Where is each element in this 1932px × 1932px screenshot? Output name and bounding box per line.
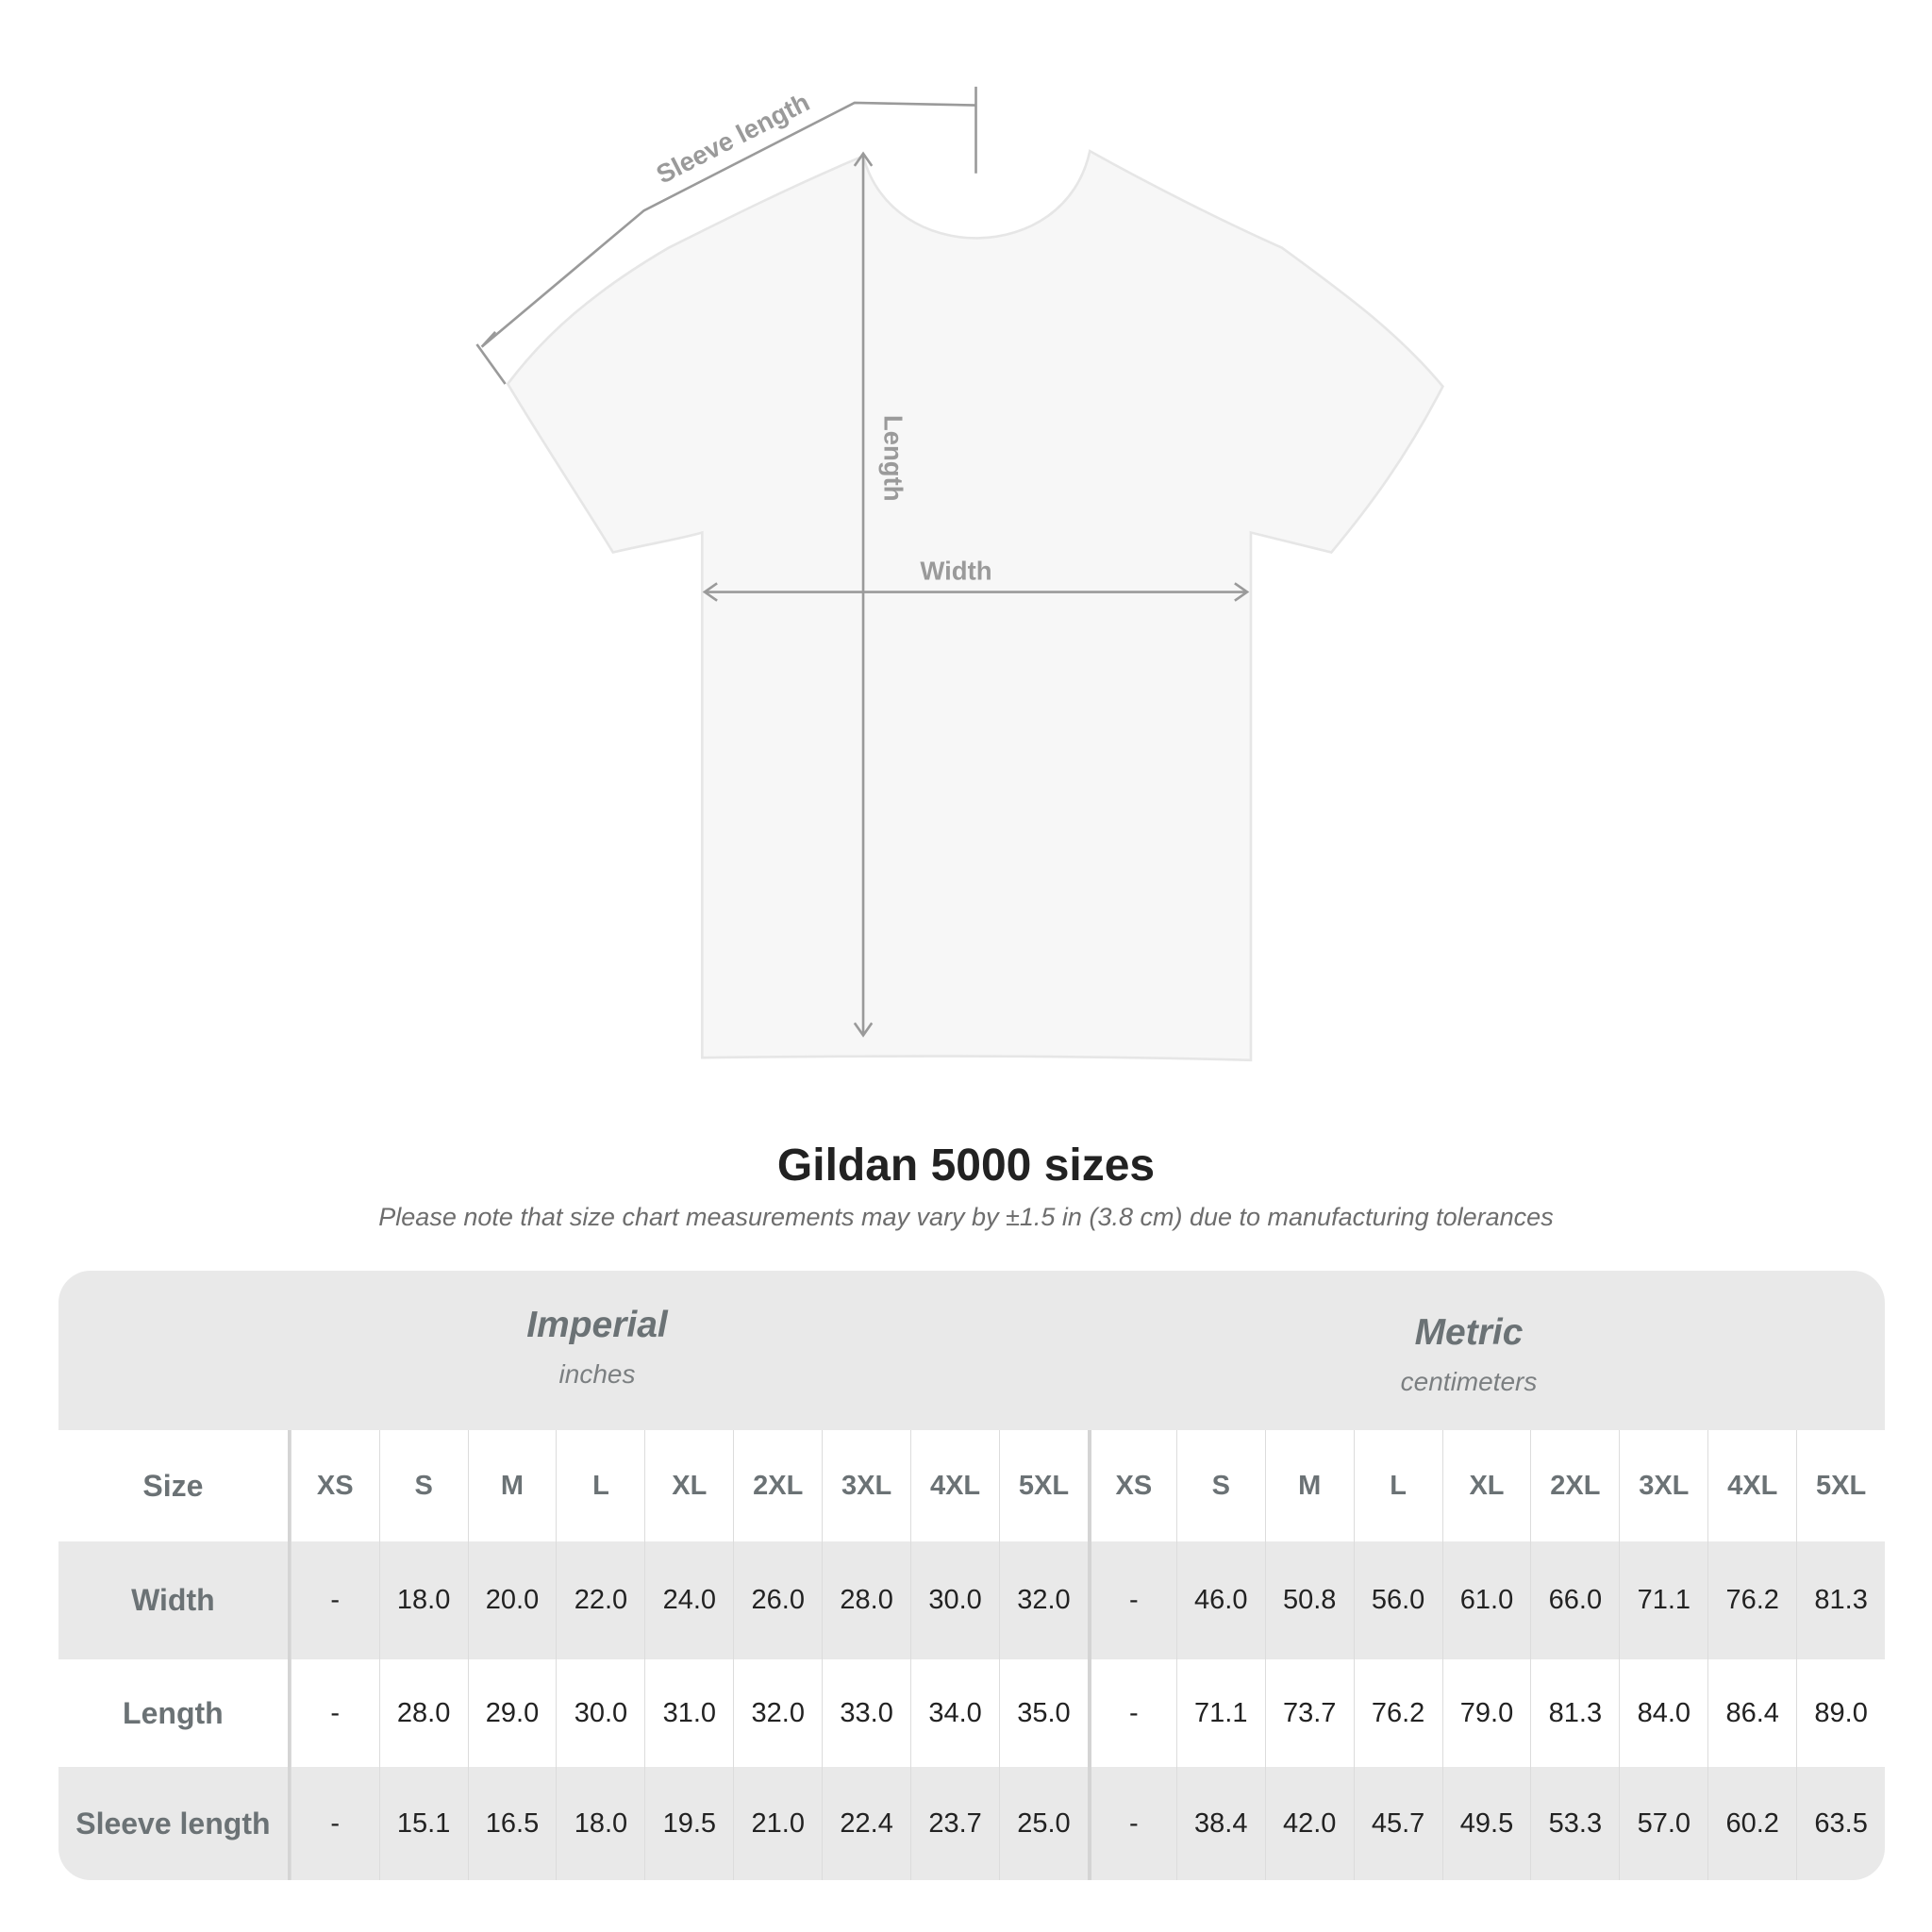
imperial-value-cell: 18.0 [556,1767,644,1880]
metric-size-3XL: 3XL [1619,1430,1707,1541]
metric-value-cell: 86.4 [1707,1659,1796,1767]
metric-value-cell: - [1087,1659,1176,1767]
metric-unit: centimeters [1400,1367,1538,1396]
metric-value-cell: 56.0 [1353,1541,1442,1659]
metric-value-cell: 89.0 [1796,1659,1885,1767]
metric-value-cell: 71.1 [1619,1541,1707,1659]
metric-value-cell: 49.5 [1441,1767,1531,1880]
tshirt-diagram: Sleeve length Length Width [475,86,1445,1062]
imperial-value-cell: 18.0 [378,1541,468,1659]
imperial-value-cell: - [290,1541,379,1659]
row-label: Length [58,1659,291,1767]
imperial-value-cell: 16.5 [467,1767,557,1880]
metric-value-cell: 79.0 [1441,1659,1531,1767]
metric-value-cell: 57.0 [1619,1767,1707,1880]
imperial-value-cell: 22.0 [556,1541,644,1659]
imperial-size-2XL: 2XL [733,1430,822,1541]
metric-value-cell: 66.0 [1530,1541,1619,1659]
imperial-value-cell: 28.0 [822,1541,910,1659]
metric-value-cell: 50.8 [1264,1541,1354,1659]
tolerance-note: Please note that size chart measurements… [378,1203,1554,1231]
metric-value-cell: 84.0 [1619,1659,1707,1767]
metric-value-cell: 81.3 [1530,1659,1619,1767]
imperial-value-cell: 21.0 [733,1767,822,1880]
imperial-header: Imperial inches [314,1305,880,1390]
metric-value-cell: 73.7 [1264,1659,1354,1767]
table-row-length: Length -28.0 29.0 30.0 31.0 32.0 33.0 34.0 35.0-… [58,1659,1885,1767]
metric-value-cell: 46.0 [1175,1541,1265,1659]
imperial-value-cell: 15.1 [378,1767,468,1880]
imperial-value-cell: 31.0 [644,1659,733,1767]
size-header-label: Size [58,1430,291,1541]
imperial-value-cell: - [290,1767,379,1880]
imperial-size-XL: XL [644,1430,733,1541]
imperial-size-XS: XS [290,1430,379,1541]
metric-value-cell: - [1087,1541,1176,1659]
imperial-size-S: S [378,1430,468,1541]
row-label: Width [58,1541,291,1659]
imperial-size-5XL: 5XL [999,1430,1088,1541]
imperial-value-cell: 22.4 [822,1767,910,1880]
metric-value-cell: - [1087,1767,1176,1880]
metric-value-cell: 61.0 [1441,1541,1531,1659]
metric-value-cell: 42.0 [1264,1767,1354,1880]
sleeve-measure-line [480,101,976,348]
imperial-size-3XL: 3XL [822,1430,910,1541]
sleeve-length-label: Sleeve length [652,87,814,189]
imperial-value-cell: 24.0 [644,1541,733,1659]
row-label: Sleeve length [58,1767,291,1880]
imperial-value-cell: 25.0 [999,1767,1088,1880]
length-label: Length [878,415,908,502]
imperial-value-cell: 28.0 [378,1659,468,1767]
metric-value-cell: 71.1 [1175,1659,1265,1767]
metric-value-cell: 53.3 [1530,1767,1619,1880]
metric-size-2XL: 2XL [1530,1430,1619,1541]
page-title: Gildan 5000 sizes [776,1141,1156,1191]
metric-value-cell: 63.5 [1796,1767,1885,1880]
metric-title: Metric [1414,1312,1524,1353]
imperial-title: Imperial [526,1305,668,1345]
metric-size-5XL: 5XL [1796,1430,1885,1541]
metric-value-cell: 60.2 [1707,1767,1796,1880]
measure-lines [475,86,1250,1038]
imperial-value-cell: - [290,1659,379,1767]
imperial-value-cell: 20.0 [467,1541,557,1659]
metric-value-cell: 45.7 [1353,1767,1442,1880]
imperial-unit: inches [558,1359,636,1389]
imperial-size-M: M [467,1430,557,1541]
metric-size-S: S [1175,1430,1265,1541]
imperial-value-cell: 34.0 [910,1659,999,1767]
metric-size-4XL: 4XL [1707,1430,1796,1541]
imperial-value-cell: 26.0 [733,1541,822,1659]
metric-size-XL: XL [1441,1430,1531,1541]
imperial-value-cell: 33.0 [822,1659,910,1767]
table-row-width: Width -18.0 20.0 22.0 24.0 26.0 28.0 30.0 32.0-4… [58,1541,1885,1659]
metric-header: Metric centimeters [1186,1312,1752,1397]
imperial-value-cell: 29.0 [467,1659,557,1767]
size-table: Imperial inches Metric centimeters Size X… [58,1271,1885,1880]
imperial-value-cell: 23.7 [910,1767,999,1880]
tshirt-shape [506,149,1445,1062]
imperial-value-cell: 30.0 [556,1659,644,1767]
metric-size-XS: XS [1087,1430,1176,1541]
imperial-value-cell: 35.0 [999,1659,1088,1767]
width-label: Width [920,556,991,585]
size-header-row: Size XS S M L XL 2XL 3XL 4XL 5XL XS S M L XL 2XL 3XL 4XL 5… [58,1430,1885,1541]
imperial-value-cell: 30.0 [910,1541,999,1659]
metric-size-L: L [1353,1430,1442,1541]
metric-value-cell: 81.3 [1796,1541,1885,1659]
metric-value-cell: 76.2 [1707,1541,1796,1659]
table-row-sleeve-length: Sleeve length -15.1 16.5 18.0 19.5 21.0 22.4 23… [58,1767,1885,1880]
imperial-value-cell: 19.5 [644,1767,733,1880]
metric-value-cell: 76.2 [1353,1659,1442,1767]
imperial-size-L: L [556,1430,644,1541]
imperial-size-4XL: 4XL [910,1430,999,1541]
metric-value-cell: 38.4 [1175,1767,1265,1880]
imperial-value-cell: 32.0 [733,1659,822,1767]
metric-size-M: M [1264,1430,1354,1541]
imperial-value-cell: 32.0 [999,1541,1088,1659]
